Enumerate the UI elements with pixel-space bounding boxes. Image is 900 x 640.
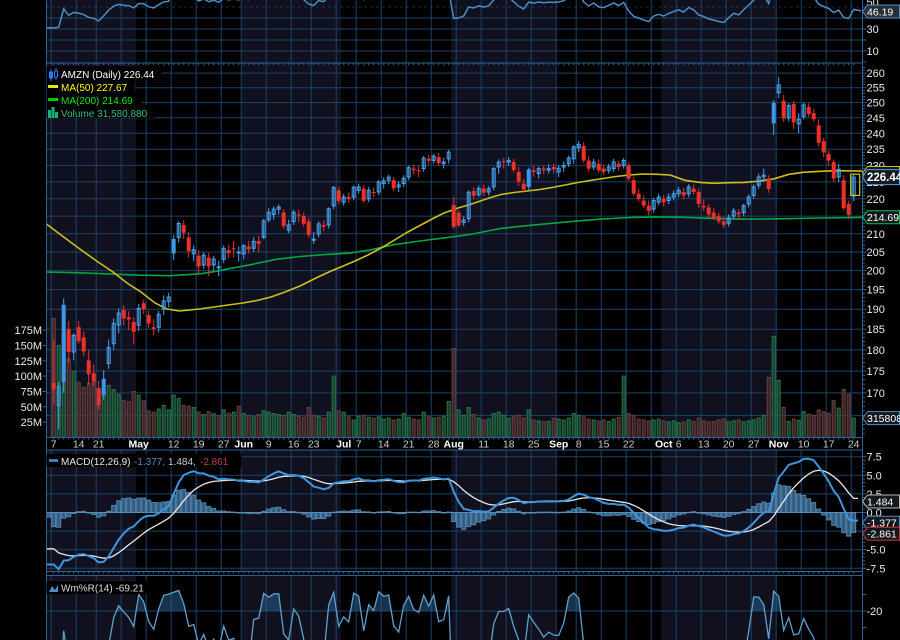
svg-text:1.484,: 1.484, xyxy=(168,457,196,468)
svg-text:195: 195 xyxy=(867,285,885,297)
svg-text:30: 30 xyxy=(867,24,879,36)
svg-text:8: 8 xyxy=(576,439,582,451)
svg-text:19: 19 xyxy=(193,439,205,451)
svg-text:-5.0: -5.0 xyxy=(867,545,886,557)
svg-text:200: 200 xyxy=(867,266,885,278)
svg-text:214.69: 214.69 xyxy=(867,212,899,224)
svg-text:255: 255 xyxy=(867,83,885,95)
svg-text:210: 210 xyxy=(867,229,885,241)
svg-text:14: 14 xyxy=(378,439,390,451)
svg-text:10: 10 xyxy=(867,46,879,58)
svg-text:50M: 50M xyxy=(21,402,42,414)
svg-text:27: 27 xyxy=(748,439,760,451)
svg-text:9: 9 xyxy=(266,439,272,451)
svg-text:17: 17 xyxy=(823,439,835,451)
svg-text:245: 245 xyxy=(867,113,885,125)
svg-text:260: 260 xyxy=(867,68,885,80)
svg-text:205: 205 xyxy=(867,247,885,259)
svg-text:16: 16 xyxy=(288,439,300,451)
svg-text:11: 11 xyxy=(478,439,489,451)
svg-text:125M: 125M xyxy=(14,356,42,368)
svg-text:25: 25 xyxy=(528,439,540,451)
svg-text:MACD(12,26,9): MACD(12,26,9) xyxy=(61,457,130,468)
svg-text:20: 20 xyxy=(723,439,735,451)
svg-text:28: 28 xyxy=(428,439,440,451)
svg-text:240: 240 xyxy=(867,128,885,140)
svg-text:27: 27 xyxy=(218,439,230,451)
svg-text:14: 14 xyxy=(73,439,85,451)
svg-text:10: 10 xyxy=(798,439,810,451)
svg-text:-20: -20 xyxy=(867,606,883,618)
svg-text:175M: 175M xyxy=(14,325,42,337)
svg-text:24: 24 xyxy=(848,439,860,451)
svg-text:-7.5: -7.5 xyxy=(867,563,886,575)
svg-text:-2.861: -2.861 xyxy=(867,529,897,541)
svg-text:22: 22 xyxy=(623,439,635,451)
svg-text:235: 235 xyxy=(867,144,885,156)
svg-text:170: 170 xyxy=(867,388,885,400)
svg-text:Aug: Aug xyxy=(443,439,463,451)
svg-text:6: 6 xyxy=(676,439,682,451)
svg-text:1.484: 1.484 xyxy=(867,496,893,508)
svg-text:May: May xyxy=(128,439,149,451)
svg-text:-1.377: -1.377 xyxy=(867,518,897,530)
svg-text:250: 250 xyxy=(867,98,885,110)
svg-text:7.5: 7.5 xyxy=(867,452,882,464)
svg-text:185: 185 xyxy=(867,324,885,336)
svg-text:21: 21 xyxy=(403,439,415,451)
svg-text:Wm%R(14) -69.21: Wm%R(14) -69.21 xyxy=(61,584,144,595)
svg-text:100M: 100M xyxy=(14,371,42,383)
svg-text:46.19: 46.19 xyxy=(867,6,893,18)
svg-text:-2.861: -2.861 xyxy=(200,457,229,468)
svg-text:23: 23 xyxy=(308,439,320,451)
svg-text:-1.377,: -1.377, xyxy=(134,457,165,468)
svg-text:Jul: Jul xyxy=(336,439,351,451)
svg-text:13: 13 xyxy=(698,439,710,451)
svg-text:315808: 315808 xyxy=(867,413,900,425)
svg-text:180: 180 xyxy=(867,345,885,357)
svg-text:75M: 75M xyxy=(21,387,42,399)
svg-text:7: 7 xyxy=(356,439,362,451)
svg-text:Volume 31,580,880: Volume 31,580,880 xyxy=(61,109,148,120)
svg-text:Jun: Jun xyxy=(234,439,253,451)
svg-text:150M: 150M xyxy=(14,341,42,353)
svg-text:15: 15 xyxy=(598,439,610,451)
svg-text:AMZN (Daily) 226.44: AMZN (Daily) 226.44 xyxy=(61,70,155,81)
svg-text:Oct: Oct xyxy=(655,439,673,451)
svg-text:220: 220 xyxy=(867,194,885,206)
svg-text:7: 7 xyxy=(51,439,57,451)
svg-text:25M: 25M xyxy=(21,417,42,429)
svg-text:MA(200) 214.69: MA(200) 214.69 xyxy=(61,96,133,107)
svg-text:18: 18 xyxy=(503,439,515,451)
svg-text:5.0: 5.0 xyxy=(867,470,882,482)
svg-text:MA(50) 227.67: MA(50) 227.67 xyxy=(61,83,128,94)
svg-text:226.44: 226.44 xyxy=(867,172,900,184)
svg-text:Sep: Sep xyxy=(549,439,568,451)
svg-text:175: 175 xyxy=(867,366,885,378)
svg-text:Nov: Nov xyxy=(769,439,789,451)
svg-text:190: 190 xyxy=(867,304,885,316)
svg-text:21: 21 xyxy=(93,439,105,451)
svg-text:12: 12 xyxy=(168,439,180,451)
